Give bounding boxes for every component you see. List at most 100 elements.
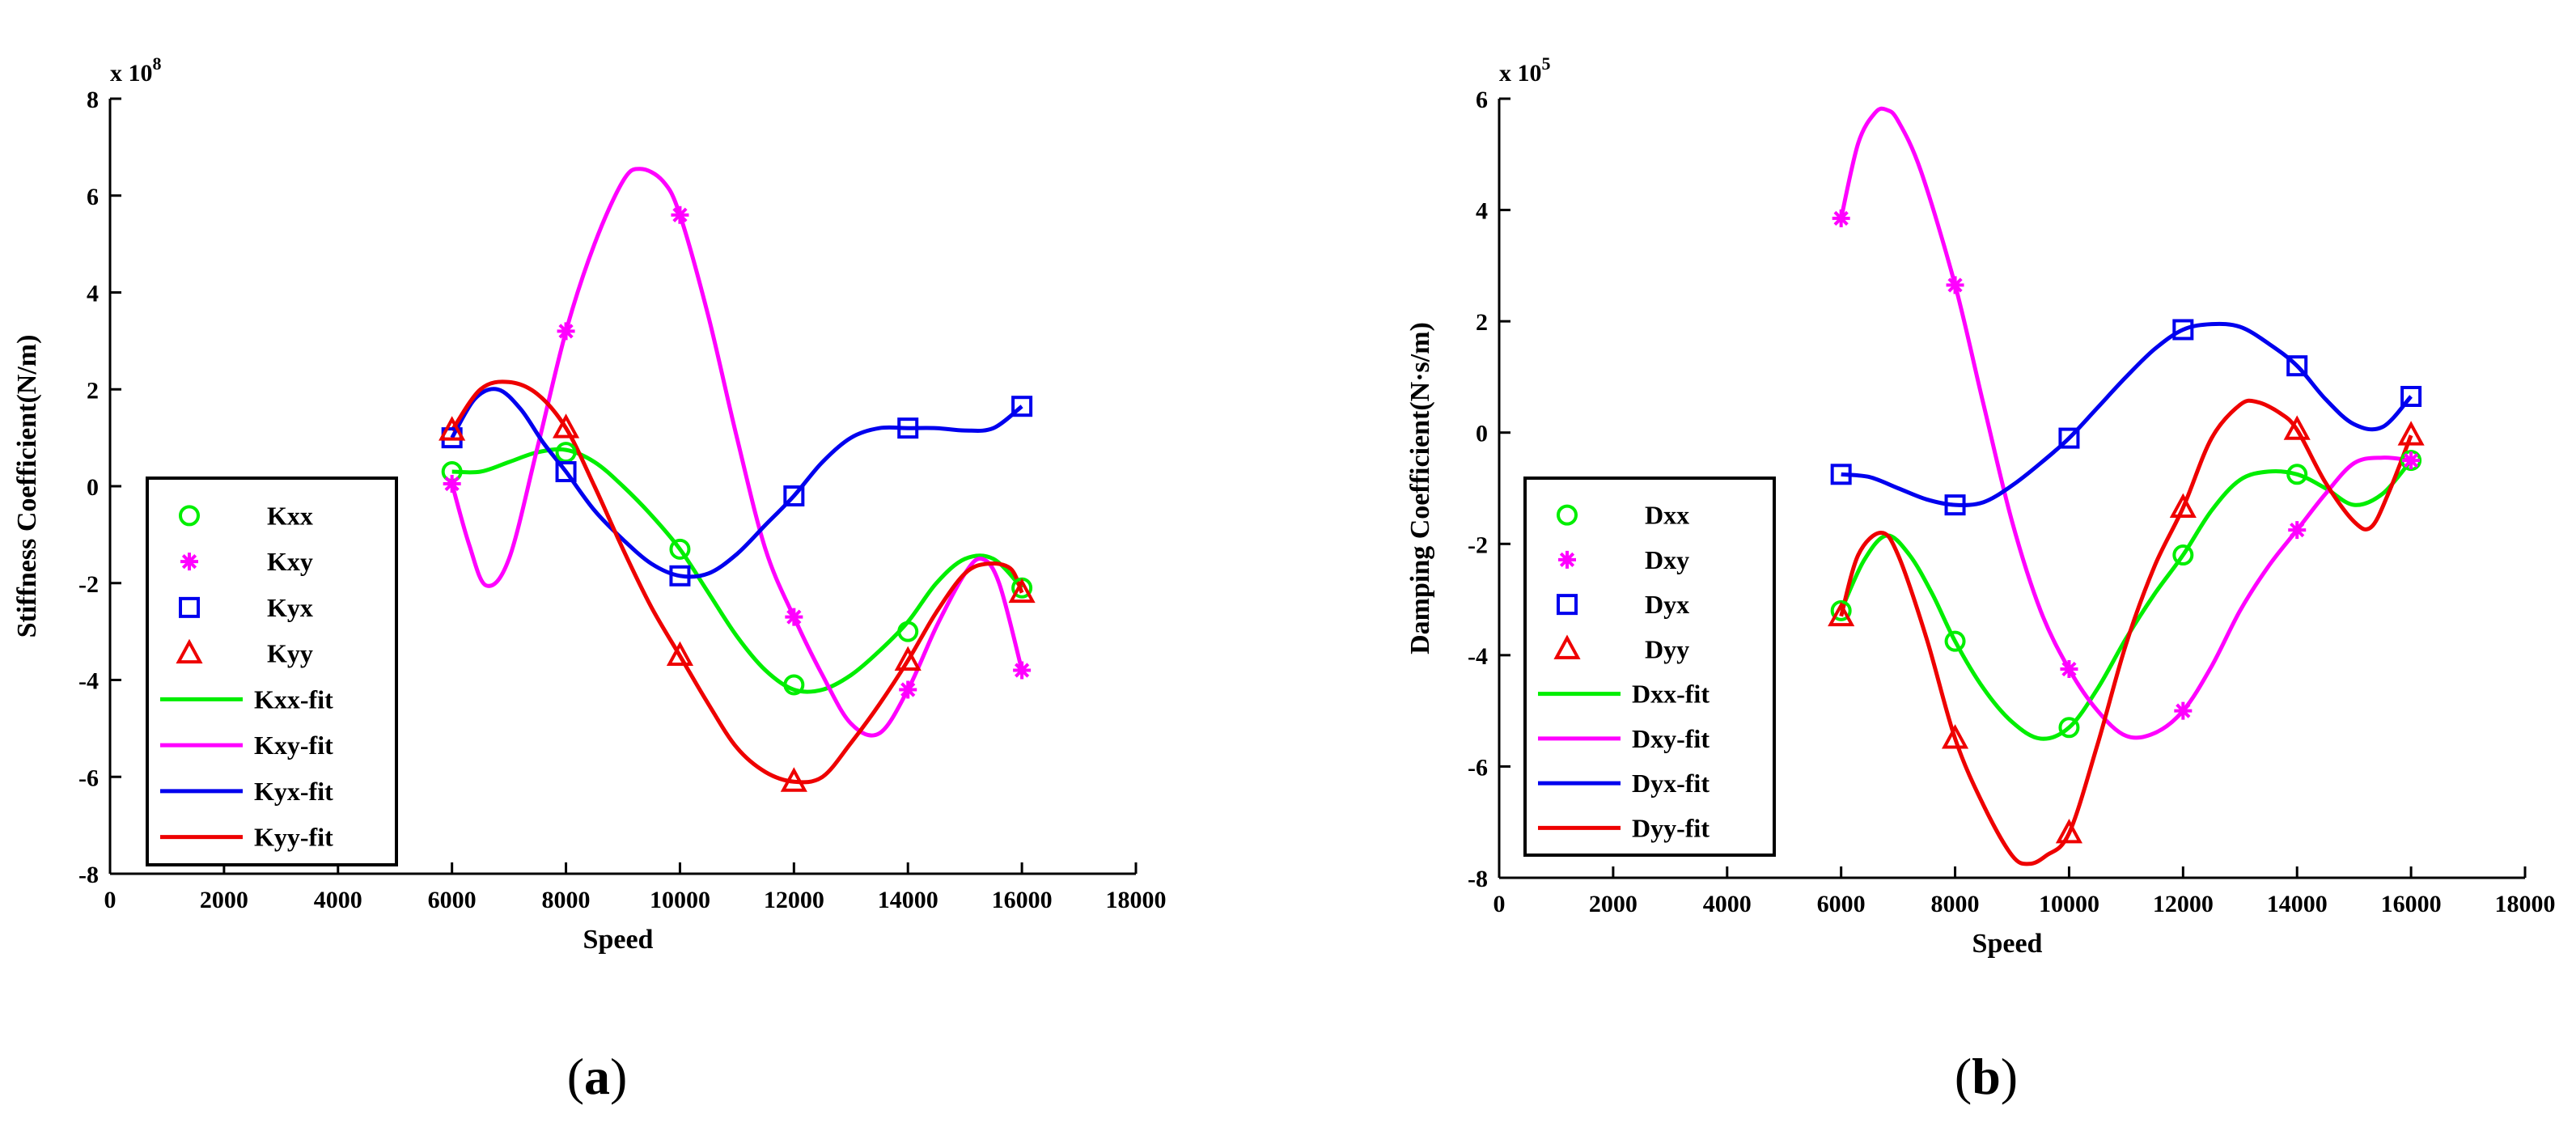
legend-marker-kyy — [176, 638, 203, 664]
legend-label-kxy-fit: Kxy-fit — [254, 731, 333, 760]
legend-label-kyx-fit: Kyx-fit — [254, 777, 333, 806]
y-tick-label: -8 — [1468, 866, 1488, 892]
data-point-dxx — [2058, 717, 2080, 739]
legend-label-kyx: Kyx — [267, 593, 313, 622]
data-point-kyy — [1008, 578, 1036, 604]
legend-label-dyx-fit: Dyx-fit — [1632, 769, 1710, 798]
legend-label-dyy: Dyy — [1645, 634, 1689, 663]
x-tick-label: 0 — [104, 887, 117, 913]
legend-marker-kxy — [180, 553, 198, 571]
data-point-dxy — [2174, 701, 2193, 720]
series-line-kyy-fit — [450, 379, 1024, 785]
y-exponent-label: x 105 — [1499, 53, 1551, 87]
data-point-dyy — [1828, 601, 1855, 627]
data-point-kyx — [783, 485, 805, 506]
data-point-dyy — [2397, 421, 2425, 446]
data-point-kyy — [666, 641, 694, 667]
data-point-dxx — [2286, 464, 2308, 485]
y-axis-title: Stiffness Coefficient(N/m) — [12, 335, 42, 638]
legend-label-kyy: Kyy — [267, 639, 313, 668]
y-tick-label: -8 — [78, 862, 99, 888]
y-tick-label: 2 — [1476, 309, 1488, 336]
data-point-dxy — [2060, 660, 2078, 679]
legend-label-dyy-fit: Dyy-fit — [1632, 813, 1710, 842]
y-tick-label: 2 — [87, 377, 99, 404]
series-line-kyx-fit — [450, 387, 1023, 579]
data-point-dyx — [2286, 355, 2308, 377]
x-tick-label: 10000 — [2039, 891, 2099, 917]
x-tick-label: 6000 — [1817, 891, 1866, 917]
legend-label-dxx-fit: Dxx-fit — [1632, 680, 1710, 709]
y-tick-label: 8 — [87, 87, 99, 113]
legend-marker-dyx — [1557, 594, 1578, 616]
data-point-kxx — [783, 674, 805, 696]
series-line-kxx-fit — [451, 447, 1023, 694]
data-point-dxx — [2172, 544, 2194, 566]
chart-panel-a: 0 2000 4000 6000 8000 10000 12000 14000 16000 180… — [12, 53, 1167, 1105]
data-point-kxy — [785, 608, 803, 626]
chart-panel-b: 0 2000 4000 6000 8000 10000 12000 14000 16000 180… — [1405, 53, 2556, 1105]
legend-label-dxy-fit: Dxy-fit — [1632, 724, 1710, 753]
y-axis-title: Damping Coefficient(N·s/m) — [1405, 322, 1435, 654]
x-tick-label: 18000 — [2495, 891, 2556, 917]
data-point-kyy — [894, 646, 922, 671]
legend-marker-kyx — [179, 596, 200, 618]
data-point-kxy — [1013, 661, 1032, 680]
series-line-dyx-fit — [1841, 321, 2413, 507]
series-line-kxy-fit — [450, 167, 1024, 738]
series-line-dxx-fit — [1839, 459, 2413, 741]
legend-label-kxx: Kxx — [267, 501, 313, 530]
data-point-kxy — [557, 322, 575, 341]
data-point-kyy — [780, 767, 807, 792]
data-point-dxy — [2288, 521, 2307, 540]
y-tick-label: 4 — [87, 281, 99, 307]
legend-marker-dxx — [1557, 504, 1578, 526]
data-point-dyx — [2172, 319, 2194, 341]
y-tick-label: 6 — [87, 184, 99, 210]
x-tick-label: 0 — [1493, 891, 1506, 917]
x-tick-label: 2000 — [200, 887, 248, 913]
y-tick-label: -4 — [78, 668, 99, 695]
y-tick-label: -2 — [78, 571, 99, 598]
y-tick-label: 4 — [1476, 198, 1488, 225]
data-point-kyx — [555, 461, 577, 483]
data-point-dyx — [2400, 386, 2422, 408]
x-tick-label: 12000 — [2153, 891, 2214, 917]
y-tick-label: 0 — [87, 474, 99, 501]
legend-marker-kxx — [179, 505, 200, 527]
data-point-kxx — [669, 538, 691, 560]
data-point-dxx — [1944, 630, 1966, 652]
data-point-dyx — [2058, 427, 2080, 449]
plot-area — [439, 167, 1036, 792]
y-tick-label: -6 — [1468, 754, 1488, 781]
data-point-dyy — [2055, 819, 2083, 844]
y-exponent-label: x 108 — [110, 53, 162, 87]
legend-box — [1523, 477, 1776, 857]
legend: Dxx Dxy Dyx Dyy Dxx-fit Dxy-fit Dyx-fit Dyy-fit — [1523, 477, 1776, 857]
x-tick-label: 2000 — [1589, 891, 1638, 917]
x-tick-label: 6000 — [428, 887, 477, 913]
y-tick-label: 6 — [1476, 87, 1488, 113]
data-point-kxx — [897, 621, 919, 642]
data-point-kyy — [439, 416, 466, 441]
x-tick-label: 4000 — [1703, 891, 1752, 917]
data-point-kyx — [669, 565, 691, 587]
x-axis-title: Speed — [1972, 929, 2043, 959]
x-tick-label: 16000 — [2381, 891, 2442, 917]
panel-label: (b) — [1955, 1048, 2018, 1105]
x-tick-label: 16000 — [992, 887, 1053, 913]
legend-marker-dyy — [1553, 634, 1581, 659]
legend-label-dxy: Dxy — [1645, 545, 1689, 574]
data-point-kxy — [443, 475, 461, 493]
legend-box — [146, 477, 398, 866]
x-tick-label: 8000 — [1931, 891, 1980, 917]
data-point-kyy — [552, 413, 580, 438]
y-tick-label: -2 — [1468, 532, 1488, 558]
legend-marker-dxy — [1558, 550, 1576, 569]
y-tick-label: 0 — [1476, 421, 1488, 447]
x-axis-title: Speed — [583, 925, 654, 955]
data-point-dyy — [1941, 724, 1969, 749]
data-point-dyx — [1944, 494, 1966, 516]
data-point-dxy — [1946, 276, 1964, 294]
